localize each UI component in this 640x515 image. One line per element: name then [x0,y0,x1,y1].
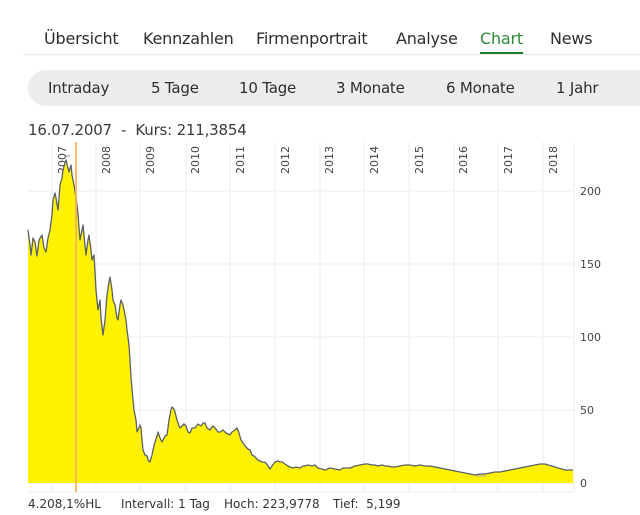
tab-news[interactable]: News [550,29,593,48]
footer-low: Tief: 5,199 [333,497,401,511]
tab-navigation: Übersicht Kennzahlen Firmenportrait Anal… [23,0,640,55]
x-tick-2009: 2009 [144,146,157,174]
tab-firmenportrait[interactable]: Firmenportrait [256,29,368,48]
footer-high: Hoch: 223,9778 [224,497,320,511]
footer-change: 4.208,1%HL [28,497,101,511]
y-tick-200: 200 [580,185,601,198]
period-6-monate[interactable]: 6 Monate [446,79,515,97]
x-tick-2012: 2012 [279,146,292,174]
x-axis-labels: 2007 2008 2009 2010 2011 2012 2013 2014 … [56,146,560,174]
y-tick-100: 100 [580,331,601,344]
tab-uebersicht[interactable]: Übersicht [44,29,119,48]
x-tick-2016: 2016 [457,146,470,174]
x-tick-2011: 2011 [234,146,247,174]
y-tick-150: 150 [580,258,601,271]
x-tick-2014: 2014 [368,146,381,174]
tab-kennzahlen[interactable]: Kennzahlen [143,29,234,48]
x-tick-2015: 2015 [413,146,426,174]
footer-interval: Intervall: 1 Tag [121,497,210,511]
tab-chart[interactable]: Chart [480,29,523,54]
x-tick-2008: 2008 [100,146,113,174]
price-area-fill [28,160,573,483]
y-tick-0: 0 [580,477,587,490]
period-10-tage[interactable]: 10 Tage [239,79,297,97]
period-1-jahr[interactable]: 1 Jahr [556,79,599,97]
y-tick-50: 50 [580,404,594,417]
period-5-tage[interactable]: 5 Tage [151,79,199,97]
x-tick-2013: 2013 [323,146,336,174]
crosshair-info: 16.07.2007 - Kurs: 211,3854 [28,121,247,139]
period-selector: Intraday 5 Tage 10 Tage 3 Monate 6 Monat… [28,70,640,106]
x-tick-2017: 2017 [502,146,515,174]
period-3-monate[interactable]: 3 Monate [336,79,405,97]
price-line [27,159,573,476]
tab-analyse[interactable]: Analyse [396,29,458,48]
y-axis-labels: 200 150 100 50 0 [580,185,601,490]
x-tick-2018: 2018 [547,146,560,174]
period-intraday[interactable]: Intraday [48,79,110,97]
x-tick-2010: 2010 [189,146,202,174]
